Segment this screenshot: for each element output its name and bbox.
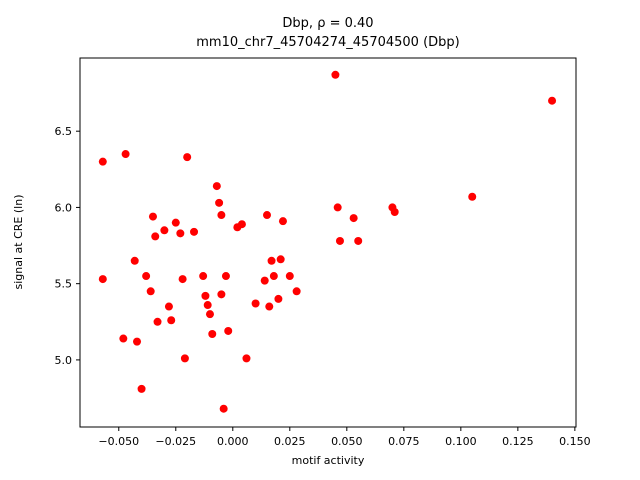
data-point <box>208 329 217 338</box>
data-point <box>148 212 157 221</box>
data-point <box>221 272 230 281</box>
y-tick-label: 5.5 <box>55 278 73 291</box>
data-point <box>180 354 189 363</box>
data-point <box>119 334 128 343</box>
data-point <box>349 214 358 223</box>
data-point <box>215 198 224 207</box>
data-point <box>190 227 199 236</box>
data-point <box>251 299 260 308</box>
data-point <box>205 310 214 319</box>
data-point <box>390 208 399 217</box>
data-point <box>219 404 228 413</box>
y-axis-label: signal at CRE (ln) <box>12 195 25 290</box>
data-point <box>201 291 210 300</box>
data-point <box>265 302 274 311</box>
x-tick-label: 0.050 <box>331 435 363 448</box>
data-point <box>203 301 212 310</box>
scatter-points <box>98 70 557 413</box>
x-tick-label: 0.025 <box>274 435 306 448</box>
data-point <box>333 203 342 212</box>
x-axis-label: motif activity <box>292 454 365 467</box>
data-point <box>354 236 363 245</box>
data-point <box>269 272 278 281</box>
data-point <box>153 317 162 326</box>
data-point <box>548 96 557 105</box>
data-point <box>142 272 151 281</box>
data-point <box>176 229 185 238</box>
data-point <box>171 218 180 227</box>
x-tick-label: 0.100 <box>445 435 477 448</box>
axes-spines <box>79 57 577 428</box>
data-point <box>164 302 173 311</box>
data-point <box>262 211 271 220</box>
data-point <box>292 287 301 296</box>
data-point <box>331 70 340 79</box>
data-point <box>278 217 287 226</box>
plot-title-line2: mm10_chr7_45704274_45704500 (Dbp) <box>196 35 460 50</box>
x-tick-label: −0.025 <box>155 435 196 448</box>
x-tick-label: 0.000 <box>217 435 249 448</box>
data-point <box>260 276 269 285</box>
data-point <box>217 290 226 299</box>
data-point <box>137 384 146 393</box>
y-tick-label: 5.0 <box>55 354 73 367</box>
data-point <box>133 337 142 346</box>
data-point <box>178 275 187 284</box>
data-point <box>274 294 283 303</box>
y-tick-label: 6.5 <box>55 125 73 138</box>
data-point <box>468 192 477 201</box>
data-point <box>267 256 276 265</box>
y-tick-label: 6.0 <box>55 201 73 214</box>
data-point <box>212 182 221 191</box>
plot-title-line1: Dbp, ρ = 0.40 <box>282 16 373 31</box>
data-point <box>217 211 226 220</box>
data-point <box>160 226 169 235</box>
data-point <box>167 316 176 325</box>
data-point <box>121 150 130 159</box>
data-point <box>285 272 294 281</box>
data-point <box>276 255 285 264</box>
x-tick-label: 0.125 <box>502 435 534 448</box>
data-point <box>98 157 107 166</box>
data-point <box>224 326 233 335</box>
data-point <box>237 220 246 229</box>
data-point <box>151 232 160 241</box>
data-point <box>98 275 107 284</box>
data-point <box>130 256 139 265</box>
axis-ticks: −0.050 −0.025 0.000 0.025 0.050 0.075 0.100 0.1… <box>55 125 591 448</box>
x-tick-label: 0.075 <box>388 435 420 448</box>
data-point <box>242 354 251 363</box>
data-point <box>146 287 155 296</box>
data-point <box>335 236 344 245</box>
x-tick-label: 0.150 <box>559 435 591 448</box>
data-point <box>199 272 208 281</box>
x-tick-label: −0.050 <box>98 435 139 448</box>
data-point <box>183 153 192 162</box>
